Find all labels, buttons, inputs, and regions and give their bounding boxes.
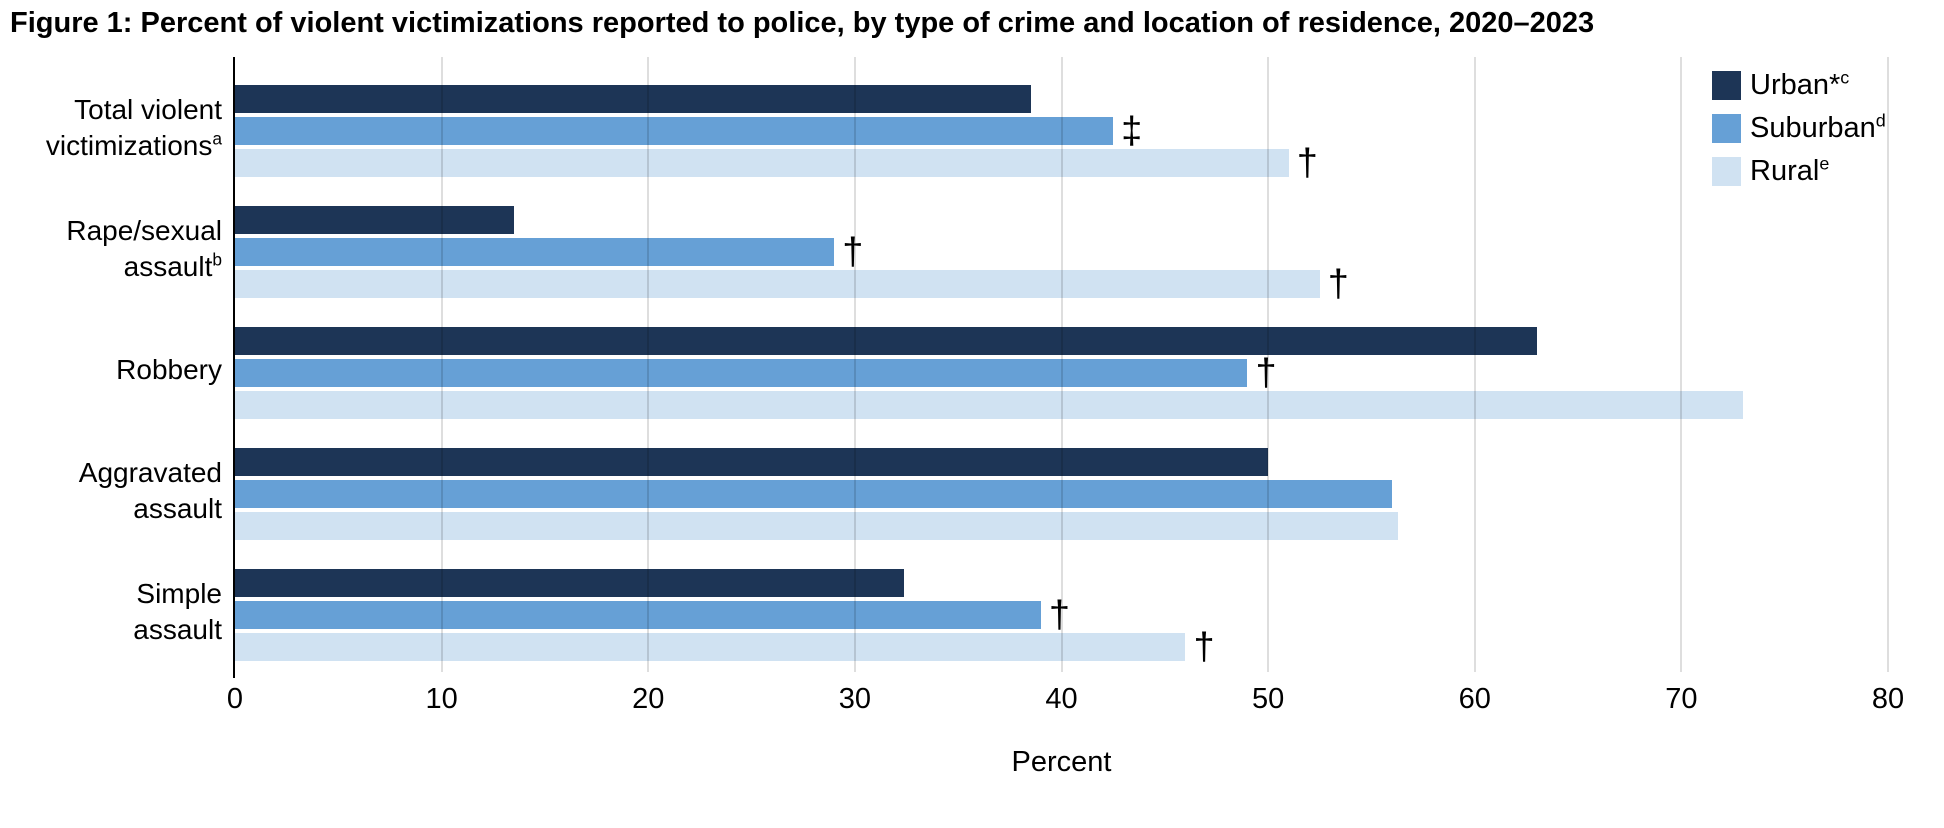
gridline-80 — [1887, 57, 1889, 672]
x-tick-50: 50 — [1251, 683, 1285, 715]
gridline-30 — [853, 57, 856, 672]
legend-item-rural: Rurale — [1712, 153, 1886, 187]
plot-area: ‡ † † † † † † — [233, 57, 1889, 678]
bar-rural-category-3 — [235, 512, 1399, 540]
bar-urban-category-3 — [235, 448, 1269, 476]
bar-urban-category-2 — [235, 327, 1537, 355]
bar-rural-category-0 — [235, 149, 1289, 177]
x-tick-80: 80 — [1871, 683, 1905, 715]
x-tick-10: 10 — [425, 683, 458, 715]
x-axis-tick-labels: 0 10 20 30 40 50 60 70 80 — [227, 683, 1904, 717]
y-axis-category-labels: Total violent victimizationsa Rape/sexual a… — [0, 57, 222, 672]
category-label-3: Aggravated assault — [78, 457, 222, 524]
legend-label: Suburband — [1750, 110, 1886, 144]
chart-title: Figure 1: Percent of violent victimizati… — [10, 7, 1595, 39]
legend-swatch-icon — [1712, 113, 1741, 143]
dagger-marker: † — [1193, 626, 1215, 668]
x-tick-30: 30 — [838, 683, 872, 715]
gridline-40 — [1060, 57, 1063, 672]
gridline-60 — [1473, 57, 1476, 672]
y-axis-line — [233, 57, 235, 678]
dagger-marker: † — [1048, 594, 1070, 636]
legend-swatch-icon — [1712, 156, 1741, 186]
x-tick-60: 60 — [1458, 683, 1491, 715]
legend-label: Rurale — [1750, 153, 1830, 187]
category-label-0: Total violent victimizationsa — [45, 94, 222, 161]
dagger-marker: † — [1327, 263, 1349, 305]
gridline-10 — [440, 57, 443, 672]
dagger-marker: † — [1296, 142, 1318, 184]
legend-label: Urban*c — [1750, 67, 1850, 101]
legend: Urban*c Suburband Rurale — [1712, 67, 1886, 199]
x-tick-40: 40 — [1045, 683, 1078, 715]
dagger-marker: † — [842, 231, 864, 273]
bar-urban-category-4 — [235, 569, 905, 597]
dagger-marker: † — [1255, 352, 1277, 394]
bar-suburban-category-2 — [235, 359, 1248, 387]
bar-urban-category-1 — [235, 206, 514, 234]
legend-item-suburban: Suburband — [1712, 110, 1886, 144]
category-label-1: Rape/sexual assaultb — [66, 215, 222, 282]
x-axis-title: Percent — [1011, 746, 1112, 778]
legend-item-urban: Urban*c — [1712, 67, 1886, 101]
x-tick-70: 70 — [1665, 683, 1698, 715]
x-tick-0: 0 — [226, 683, 244, 715]
category-label-4: Simple assault — [133, 578, 222, 645]
bar-urban-category-0 — [235, 85, 1031, 113]
bar-rural-category-1 — [235, 270, 1320, 298]
x-tick-20: 20 — [632, 683, 665, 715]
gridline-70 — [1680, 57, 1683, 672]
gridline-50 — [1267, 57, 1270, 672]
bar-suburban-category-0 — [235, 117, 1114, 145]
double-dagger-marker: ‡ — [1121, 110, 1143, 152]
category-label-2: Robbery — [116, 354, 222, 385]
bar-suburban-category-1 — [235, 238, 835, 266]
gridline-20 — [647, 57, 650, 672]
legend-swatch-icon — [1712, 70, 1741, 100]
bar-rural-category-4 — [235, 633, 1186, 661]
bar-rural-category-2 — [235, 391, 1744, 419]
bar-suburban-category-4 — [235, 601, 1041, 629]
bar-suburban-category-3 — [235, 480, 1393, 508]
